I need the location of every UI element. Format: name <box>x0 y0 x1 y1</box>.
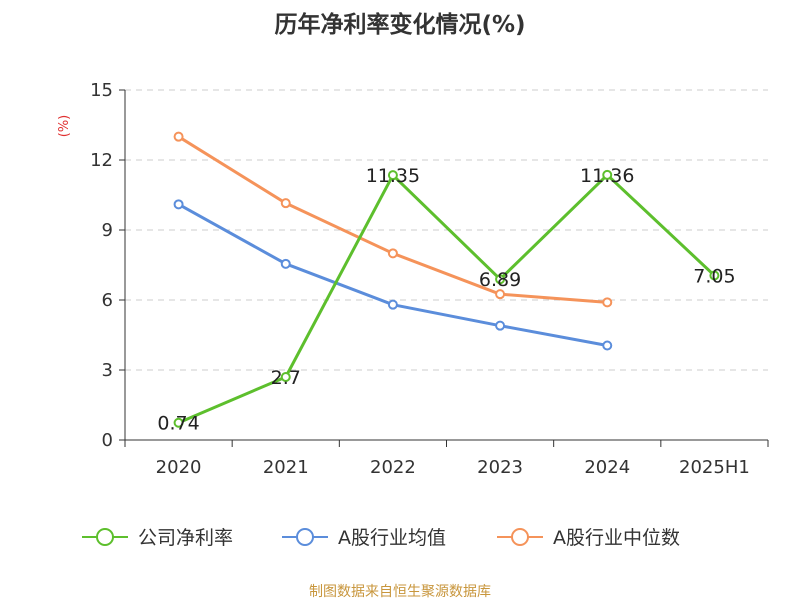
axes: 0 3 6 9 12 15 2020 2021 2022 2023 2024 2025H1 <box>90 80 769 478</box>
legend-marker-2 <box>511 528 529 546</box>
y-tick-label-9: 9 <box>102 220 113 241</box>
series-line-1 <box>177 203 608 347</box>
legend-marker-1 <box>296 528 314 546</box>
x-tick-label-2023: 2023 <box>477 457 523 478</box>
point-0-2020 <box>173 417 184 428</box>
x-tick-label-2021: 2021 <box>263 457 309 478</box>
point-1-2020 <box>173 199 184 210</box>
series-line-2 <box>177 135 608 304</box>
point-0-2024 <box>602 169 613 180</box>
y-tick-label-6: 6 <box>102 290 113 311</box>
legend-item-2: A股行业中位数 <box>497 527 680 549</box>
series-line-0 <box>177 173 716 425</box>
y-axis-unit: (%) <box>57 115 72 138</box>
y-tick-label-3: 3 <box>102 360 113 381</box>
data-label-2025H1: 7.05 <box>693 266 735 288</box>
point-2-2021 <box>280 198 291 209</box>
data-labels: 0.74 2.7 11.35 6.89 11.36 7.05 <box>157 165 735 435</box>
point-2-2022 <box>387 248 398 259</box>
data-label-2022: 11.35 <box>366 165 420 187</box>
data-label-2023: 6.89 <box>479 269 521 291</box>
point-1-2021 <box>280 258 291 269</box>
point-0-2022 <box>387 170 398 181</box>
x-tick-label-2025H1: 2025H1 <box>679 457 750 478</box>
point-0-2025H1 <box>709 270 720 281</box>
y-tick-label-0: 0 <box>102 430 113 451</box>
source-note: 制图数据来自恒生聚源数据库 <box>309 584 491 600</box>
x-tick-label-2022: 2022 <box>370 457 416 478</box>
grid-lines <box>125 89 768 371</box>
legend-label-0: 公司净利率 <box>138 527 233 549</box>
legend: 公司净利率 A股行业均值 A股行业中位数 <box>82 527 680 549</box>
series-0 <box>173 169 720 428</box>
legend-item-0: 公司净利率 <box>82 527 233 549</box>
chart-title: 历年净利率变化情况(%) <box>274 11 525 38</box>
legend-label-2: A股行业中位数 <box>553 527 680 549</box>
data-label-2024: 11.36 <box>580 165 634 187</box>
x-tick-label-2020: 2020 <box>156 457 202 478</box>
series-1 <box>173 199 613 351</box>
point-2-2024 <box>602 297 613 308</box>
y-tick-label-15: 15 <box>90 80 113 101</box>
point-1-2024 <box>602 340 613 351</box>
series-lines <box>173 131 720 428</box>
point-2-2023 <box>495 289 506 300</box>
point-1-2023 <box>495 320 506 331</box>
data-label-2020: 0.74 <box>157 413 199 435</box>
y-tick-label-12: 12 <box>90 150 113 171</box>
x-tick-label-2024: 2024 <box>584 457 630 478</box>
data-label-2021: 2.7 <box>271 367 301 389</box>
point-1-2022 <box>387 299 398 310</box>
legend-marker-0 <box>96 528 114 546</box>
series-2 <box>173 131 613 308</box>
point-0-2023 <box>495 274 506 285</box>
point-2-2020 <box>173 131 184 142</box>
legend-item-1: A股行业均值 <box>282 527 446 549</box>
legend-label-1: A股行业均值 <box>338 527 446 549</box>
point-0-2021 <box>280 372 291 382</box>
